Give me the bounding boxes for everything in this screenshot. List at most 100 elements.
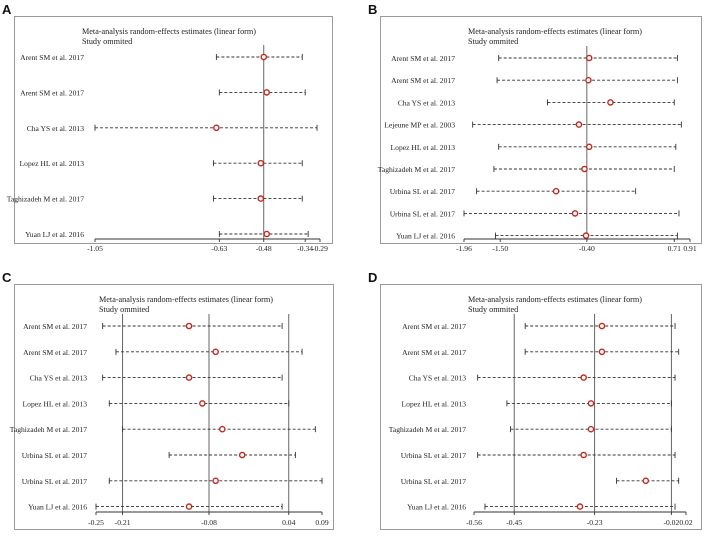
estimate-point: [213, 124, 220, 132]
study-label: Urbina SL et al. 2017: [390, 209, 456, 218]
estimate-point: [552, 187, 560, 195]
study-label: Cha YS et al. 2013: [30, 374, 88, 383]
study-label: Urbina SL et al. 2017: [390, 187, 456, 196]
study-label: Arent SM et al. 2017: [402, 348, 466, 357]
x-tick-label: -0.56: [466, 518, 482, 527]
estimate-point: [642, 477, 650, 485]
estimate-point: [257, 159, 265, 167]
x-tick-label: 0.02: [679, 518, 692, 527]
panel-c-box: [14, 284, 334, 530]
chart-title: Meta-analysis random-effects estimates (…: [468, 27, 642, 36]
estimate-point: [607, 99, 614, 106]
estimate-point: [598, 348, 606, 356]
study-label: Taghizadeh M et al. 2017: [378, 165, 455, 174]
x-tick-label: -0.48: [256, 244, 272, 253]
estimate-point: [580, 451, 587, 459]
estimate-point: [576, 503, 584, 510]
x-tick-label: -0.45: [506, 518, 522, 527]
estimate-point: [185, 322, 193, 330]
chart-subtitle: Study ommited: [99, 305, 149, 314]
chart-subtitle: Study ommited: [468, 37, 518, 46]
x-tick-label: 0.71: [668, 244, 681, 253]
estimate-point: [260, 53, 268, 61]
study-label: Lopez HL et al. 2013: [23, 399, 88, 408]
study-label: Arent SM et al. 2017: [23, 348, 87, 357]
estimate-point: [580, 374, 587, 381]
study-label: Yuan LJ et al. 2016: [396, 232, 455, 241]
x-tick-label: -0.34: [297, 244, 313, 253]
estimate-point: [257, 195, 265, 202]
panel-letter-c: C: [2, 270, 12, 285]
x-tick-label: -1.50: [492, 244, 508, 253]
study-label: Urbina SL et al. 2017: [22, 451, 88, 460]
x-tick-label: -0.29: [312, 244, 328, 253]
estimate-point: [587, 400, 595, 407]
study-label: Cha YS et al. 2013: [398, 98, 456, 107]
chart-subtitle: Study ommited: [468, 305, 518, 314]
x-tick-label: 0.09: [315, 518, 328, 527]
study-label: Arent SM et al. 2017: [23, 322, 87, 331]
x-tick-label: -0.63: [211, 244, 227, 253]
estimate-point: [238, 451, 246, 459]
estimate-point: [582, 232, 590, 239]
estimate-point: [263, 89, 271, 96]
x-tick-label: -0.23: [587, 518, 603, 527]
study-label: Taghizadeh M et al. 2017: [7, 195, 84, 204]
study-label: Taghizadeh M et al. 2017: [389, 425, 466, 434]
estimate-point: [585, 143, 593, 151]
study-label: Urbina SL et al. 2017: [22, 477, 88, 486]
x-tick-label: -0.40: [579, 244, 595, 253]
estimate-point: [199, 400, 206, 407]
study-label: Taghizadeh M et al. 2017: [10, 425, 87, 434]
study-label: Urbina SL et al. 2017: [401, 451, 467, 460]
study-label: Yuan LJ et al. 2016: [25, 230, 84, 239]
estimate-point: [212, 348, 219, 356]
estimate-point: [585, 76, 592, 84]
estimate-point: [575, 121, 583, 128]
panel-d-box: [380, 284, 702, 530]
panel-letter-a: A: [2, 2, 12, 17]
chart-subtitle: Study ommited: [82, 37, 132, 46]
study-label: Arent SM et al. 2017: [391, 76, 455, 85]
study-label: Urbina SL et al. 2017: [401, 477, 467, 486]
x-tick-label: 0.91: [683, 244, 696, 253]
estimate-point: [185, 503, 193, 510]
study-label: Lopez HL et al. 2013: [20, 159, 85, 168]
estimate-point: [218, 425, 226, 433]
study-label: Lejeune MP et al. 2003: [384, 121, 455, 130]
x-tick-label: -0.21: [115, 518, 131, 527]
estimate-point: [185, 374, 193, 381]
x-tick-label: -0.25: [88, 518, 104, 527]
panel-a-box: [14, 16, 333, 244]
study-label: Arent SM et al. 2017: [402, 322, 466, 331]
estimate-point: [212, 477, 219, 485]
estimate-point: [263, 230, 271, 238]
study-label: Cha YS et al. 2013: [409, 374, 467, 383]
panel-letter-b: B: [368, 2, 378, 17]
x-tick-label: -0.02: [663, 518, 679, 527]
estimate-point: [571, 210, 579, 217]
estimate-point: [598, 322, 606, 330]
chart-title: Meta-analysis random-effects estimates (…: [82, 27, 256, 36]
study-label: Lopez HL et al. 2013: [402, 399, 467, 408]
study-label: Yuan LJ et al. 2016: [28, 503, 87, 512]
panel-b-box: [380, 16, 702, 244]
x-tick-label: -1.96: [456, 244, 472, 253]
estimate-point: [587, 425, 595, 433]
study-label: Arent SM et al. 2017: [20, 88, 84, 97]
panel-letter-d: D: [368, 270, 378, 285]
study-label: Arent SM et al. 2017: [20, 53, 84, 62]
estimate-point: [581, 165, 588, 173]
x-tick-label: 0.04: [282, 518, 295, 527]
study-label: Cha YS et al. 2013: [27, 124, 85, 133]
study-label: Arent SM et al. 2017: [391, 54, 455, 63]
x-tick-label: -0.08: [201, 518, 217, 527]
estimate-point: [585, 54, 593, 62]
study-label: Lopez HL et al. 2013: [391, 143, 456, 152]
chart-title: Meta-analysis random-effects estimates (…: [468, 295, 642, 304]
chart-title: Meta-analysis random-effects estimates (…: [99, 295, 273, 304]
